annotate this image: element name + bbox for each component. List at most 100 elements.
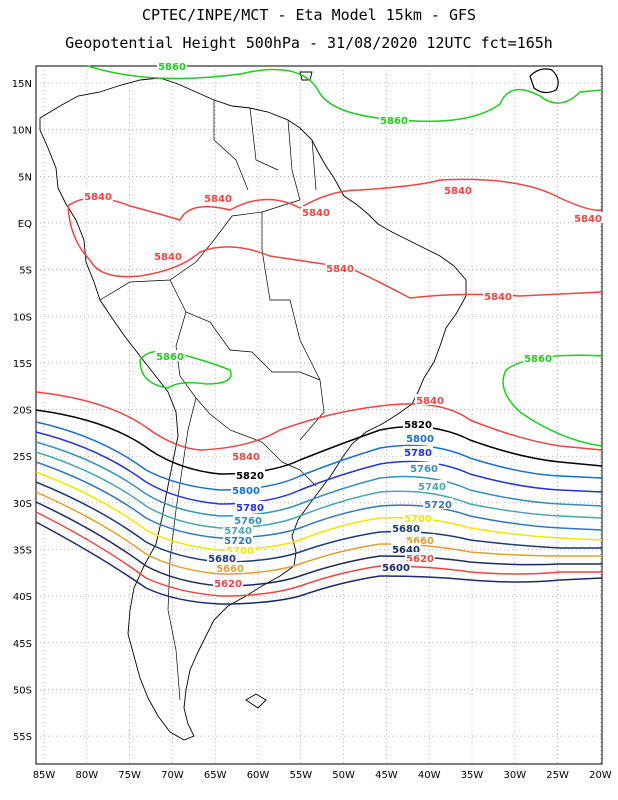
map-subtitle: Geopotential Height 500hPa - 31/08/2020 …: [65, 34, 553, 52]
contour-label: 5740: [418, 482, 446, 493]
lat-label: 15N: [12, 79, 32, 90]
contour-label: 5840: [232, 452, 260, 463]
contour-label-bg: [417, 480, 447, 491]
contour-label: 5840: [416, 396, 444, 407]
contour-label-bg: [523, 352, 553, 363]
contour-label: 5700: [226, 546, 254, 557]
contour-label: 5680: [392, 524, 420, 535]
contour-label-bg: [391, 543, 421, 554]
lat-label: 5S: [19, 266, 32, 277]
contour-label: 5760: [410, 464, 438, 475]
contour-label-bg: [403, 446, 433, 457]
contour-label: 5640: [392, 545, 420, 556]
contour-label-bg: [215, 562, 245, 573]
contour-label: 5780: [404, 448, 432, 459]
contour-label-bg: [223, 524, 253, 535]
map-title: CPTEC/INPE/MCT - Eta Model 15km - GFS: [141, 6, 477, 24]
contour-label: 5800: [232, 486, 260, 497]
contour-5640: [35, 501, 602, 587]
lon-label: 30W: [503, 770, 526, 781]
contour-label-bg: [235, 469, 265, 480]
contour-label: 5780: [236, 503, 264, 514]
contour-5820: [35, 409, 603, 475]
contour-label: 5840: [326, 264, 354, 275]
contour-label-bg: [443, 184, 473, 195]
contour-label-bg: [405, 432, 435, 443]
contour-label: 5840: [302, 208, 330, 219]
lon-label: 85W: [33, 770, 56, 781]
contour-label-bg: [231, 450, 261, 461]
lat-label: 25S: [13, 452, 32, 463]
contour-5720: [35, 461, 603, 539]
map-frame: [35, 65, 603, 765]
contour-label-bg: [233, 514, 263, 525]
contour-label-bg: [483, 290, 513, 301]
contour-label-bg: [379, 114, 409, 125]
lat-label: 35S: [13, 546, 32, 557]
lat-label: 40S: [13, 592, 32, 603]
contour-label: 5840: [204, 194, 232, 205]
contour-5780: [35, 431, 603, 505]
lat-label: 50S: [13, 685, 32, 696]
falkland-islands: [245, 693, 267, 709]
lon-label: 40W: [418, 770, 441, 781]
contour-5860-caribbean-ring: [529, 68, 559, 94]
lon-label: 55W: [289, 770, 312, 781]
contour-5800: [35, 421, 603, 491]
contour-5620: [35, 511, 602, 597]
lon-label: 70W: [161, 770, 184, 781]
contour-label-bg: [225, 544, 255, 555]
contour-lines: [35, 65, 603, 605]
contour-5660: [35, 491, 602, 575]
south-america-coastline: [39, 77, 467, 741]
contour-label: 5860: [380, 116, 408, 127]
contour-label-bg: [301, 206, 331, 217]
contour-label: 5660: [406, 536, 434, 547]
contour-label-bg: [203, 192, 233, 203]
contour-label-bg: [235, 501, 265, 512]
contour-label: 5860: [156, 352, 184, 363]
contour-label-bg: [325, 262, 355, 273]
contour-label-bg: [213, 577, 243, 588]
contour-label: 5720: [424, 500, 452, 511]
lon-label: 50W: [332, 770, 355, 781]
contour-label-bg: [405, 534, 435, 545]
lat-label: 10S: [13, 312, 32, 323]
contour-5840-north: [67, 178, 603, 221]
contour-5760: [35, 441, 603, 517]
lon-label: 25W: [546, 770, 569, 781]
contour-label-bg: [155, 350, 185, 361]
lon-label: 80W: [75, 770, 98, 781]
lat-label: 45S: [13, 639, 32, 650]
contour-5740: [35, 451, 603, 529]
contour-5600: [35, 521, 603, 605]
contour-label: 5800: [406, 434, 434, 445]
contour-label-bg: [231, 484, 261, 495]
contour-label-bg: [207, 552, 237, 563]
contour-label-bg: [405, 552, 435, 563]
contour-label: 5840: [574, 214, 602, 225]
contour-labels: 5860 5860 5860 5860 5840 5840 5840 5840 5840 5840…: [83, 60, 603, 590]
lon-label: 60W: [247, 770, 270, 781]
contour-label-bg: [391, 522, 421, 533]
lat-label: 20S: [13, 406, 32, 417]
contour-label-bg: [157, 60, 187, 71]
contour-label: 5820: [404, 420, 432, 431]
contour-label: 5740: [224, 526, 252, 537]
contour-5840-amazon: [67, 205, 603, 299]
contour-label: 5840: [444, 186, 472, 197]
contour-label-bg: [153, 250, 183, 261]
contour-label: 5680: [208, 554, 236, 565]
longitude-labels: 85W 80W 75W 70W 65W 60W 55W 50W 45W 40W 35W 30W 25W 2…: [33, 770, 612, 781]
contour-label: 5840: [484, 292, 512, 303]
contour-label: 5600: [382, 563, 410, 574]
contour-label-bg: [573, 212, 603, 223]
contour-label-bg: [403, 418, 433, 429]
lon-label: 35W: [461, 770, 484, 781]
latitude-labels: 15N 10N 5N EQ 5S 10S 15S 20S 25S 30S 35S 40S 45S 50S 5…: [12, 79, 32, 743]
lon-label: 20W: [589, 770, 612, 781]
contour-label-bg: [223, 534, 253, 545]
lat-label: EQ: [18, 219, 32, 230]
lon-label: 65W: [204, 770, 227, 781]
